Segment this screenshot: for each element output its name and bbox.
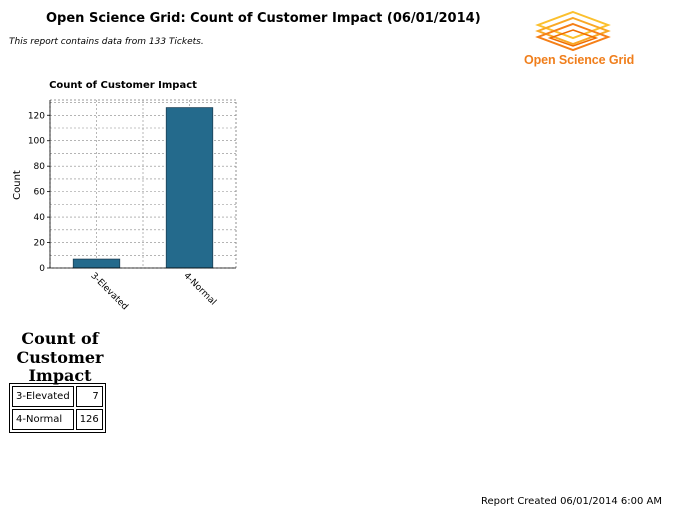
table-title: Count of Customer Impact <box>16 329 104 385</box>
y-tick-label: 60 <box>34 188 46 198</box>
y-tick-label: 120 <box>28 111 45 121</box>
bar-chart: Count of Customer Impact Count 3-Elevate… <box>12 80 237 312</box>
y-tick-label: 20 <box>34 239 46 249</box>
y-tick-label: 0 <box>39 264 45 274</box>
summary-table: 3-Elevated 7 4-Normal 126 <box>9 383 106 433</box>
osg-logo-text: Open Science Grid <box>524 53 635 67</box>
row-label: 3-Elevated <box>12 386 74 407</box>
bar <box>72 258 121 269</box>
table-row: 3-Elevated 7 <box>12 386 103 407</box>
x-tick-label: 3-Elevated <box>88 271 129 312</box>
osg-logo: Open Science Grid <box>518 8 648 70</box>
y-tick-label: 80 <box>34 162 46 172</box>
y-axis-label: Count <box>12 170 23 200</box>
chart-title: Count of Customer Impact <box>49 80 197 91</box>
x-tick-label: 4-Normal <box>181 271 217 307</box>
bar <box>165 107 214 269</box>
osg-logo-icon <box>535 10 611 52</box>
bars <box>72 107 214 269</box>
row-value: 126 <box>75 409 103 430</box>
y-tick-label: 100 <box>28 137 45 147</box>
table-row: 4-Normal 126 <box>12 409 103 430</box>
report-title: Open Science Grid: Count of Customer Imp… <box>46 11 481 26</box>
report-subtitle: This report contains data from 133 Ticke… <box>9 37 204 47</box>
row-value: 7 <box>75 386 103 407</box>
row-label: 4-Normal <box>12 409 74 430</box>
y-tick-label: 40 <box>34 213 46 223</box>
report-created: Report Created 06/01/2014 6:00 AM <box>480 496 662 507</box>
